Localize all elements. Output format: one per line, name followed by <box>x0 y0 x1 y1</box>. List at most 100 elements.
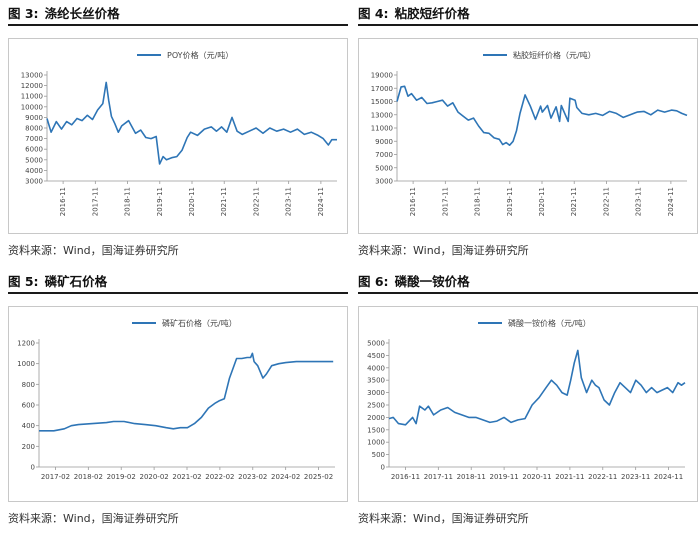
panel-fig4: 图 4: 粘胶短纤价格 粘胶短纤价格（元/吨） 3000 5000 7000 9000 11… <box>358 4 698 266</box>
x-tick-label: 2017-11 <box>91 187 99 216</box>
figure-title: 粘胶短纤价格 <box>394 6 470 21</box>
panel-header: 图 4: 粘胶短纤价格 <box>358 4 698 26</box>
x-tick-label: 2022-11 <box>602 187 610 216</box>
series-line <box>39 352 334 432</box>
y-tick-label: 12000 <box>21 82 43 90</box>
x-tick-label: 2016-11 <box>409 187 417 216</box>
y-tick-label: 5000 <box>367 340 385 348</box>
y-tick-label: 11000 <box>371 125 393 133</box>
y-tick-label: 7000 <box>375 151 393 159</box>
y-tick-label: 800 <box>22 381 35 389</box>
series-line <box>46 81 337 165</box>
x-tick-label: 2019-02 <box>107 473 136 481</box>
y-tick-label: 9000 <box>25 114 43 122</box>
x-tick-label: 2022-11 <box>588 473 617 481</box>
legend-label: 磷矿石价格（元/吨） <box>162 318 237 328</box>
y-tick-label: 10000 <box>21 103 43 111</box>
figure-number: 图 3: <box>8 6 39 21</box>
panel-header: 图 3: 涤纶长丝价格 <box>8 4 348 26</box>
x-tick-label: 2023-02 <box>238 473 267 481</box>
x-tick-label: 2020-11 <box>538 187 546 216</box>
y-tick-label: 7000 <box>25 135 43 143</box>
line-chart: POY价格（元/吨） 3000 4000 5000 6000 7000 8000 9000 10… <box>21 50 337 216</box>
y-tick-label: 4000 <box>367 364 385 372</box>
y-tick-label: 6000 <box>25 146 43 154</box>
legend-label: 磷酸一铵价格（元/吨） <box>508 318 591 328</box>
legend-label: 粘胶短纤价格（元/吨） <box>513 50 596 60</box>
x-tick-label: 2016-11 <box>59 187 67 216</box>
y-tick-label: 13000 <box>371 111 393 119</box>
x-tick-label: 2019-11 <box>489 473 518 481</box>
x-tick-label: 2024-11 <box>667 187 675 216</box>
x-tick-label: 2024-11 <box>317 187 325 216</box>
y-tick-label: 2500 <box>367 402 385 410</box>
panel-fig3: 图 3: 涤纶长丝价格 POY价格（元/吨） 3000 4000 5000 6000 700… <box>8 4 348 266</box>
panel-header: 图 6: 磷酸一铵价格 <box>358 272 698 294</box>
line-chart: 磷矿石价格（元/吨） 0 200 400 600 800 1000 1200 2017-02 20… <box>17 318 335 481</box>
series-line <box>388 349 686 426</box>
x-tick-label: 2025-02 <box>304 473 333 481</box>
figure-number: 图 6: <box>358 274 389 289</box>
x-tick-label: 2017-11 <box>424 473 453 481</box>
x-tick-label: 2016-11 <box>391 473 420 481</box>
legend-label: POY价格（元/吨） <box>167 50 233 60</box>
x-tick-label: 2018-11 <box>474 187 482 216</box>
x-tick-label: 2021-11 <box>555 473 584 481</box>
x-tick-label: 2018-11 <box>457 473 486 481</box>
figure-title: 涤纶长丝价格 <box>44 6 120 21</box>
chart-box: 磷矿石价格（元/吨） 0 200 400 600 800 1000 1200 2017-02 20… <box>8 306 348 502</box>
y-tick-label: 17000 <box>371 85 393 93</box>
x-tick-label: 2020-11 <box>188 187 196 216</box>
y-tick-label: 1200 <box>17 340 35 348</box>
y-tick-label: 2000 <box>367 414 385 422</box>
series-line <box>396 85 688 146</box>
x-tick-label: 2024-11 <box>654 473 683 481</box>
source-note: 资料来源：Wind，国海证券研究所 <box>8 244 179 257</box>
x-tick-label: 2017-02 <box>41 473 70 481</box>
x-tick-label: 2023-11 <box>635 187 643 216</box>
y-tick-label: 15000 <box>371 98 393 106</box>
x-tick-label: 2022-11 <box>252 187 260 216</box>
y-tick-label: 500 <box>372 451 385 459</box>
figure-number: 图 5: <box>8 274 39 289</box>
y-tick-label: 600 <box>22 402 35 410</box>
x-tick-label: 2021-02 <box>172 473 201 481</box>
x-tick-label: 2020-11 <box>522 473 551 481</box>
y-tick-label: 3000 <box>375 178 393 186</box>
figure-title: 磷酸一铵价格 <box>394 274 470 289</box>
y-tick-label: 200 <box>22 443 35 451</box>
x-tick-label: 2022-02 <box>205 473 234 481</box>
x-tick-label: 2018-02 <box>74 473 103 481</box>
x-tick-label: 2018-11 <box>124 187 132 216</box>
y-tick-label: 0 <box>381 464 385 472</box>
x-tick-label: 2021-11 <box>220 187 228 216</box>
x-tick-label: 2020-02 <box>139 473 168 481</box>
figure-title: 磷矿石价格 <box>44 274 108 289</box>
line-chart: 磷酸一铵价格（元/吨） 0 500 1000 1500 2000 2500 3000 3500 4… <box>367 318 686 481</box>
y-tick-label: 19000 <box>371 72 393 80</box>
y-tick-label: 4500 <box>367 352 385 360</box>
y-tick-label: 1000 <box>17 360 35 368</box>
y-tick-label: 1000 <box>367 439 385 447</box>
y-tick-label: 8000 <box>25 125 43 133</box>
y-tick-label: 4000 <box>25 167 43 175</box>
y-tick-label: 0 <box>31 464 35 472</box>
y-tick-label: 5000 <box>375 164 393 172</box>
chart-box: POY价格（元/吨） 3000 4000 5000 6000 7000 8000 9000 10… <box>8 38 348 234</box>
y-tick-label: 1500 <box>367 426 385 434</box>
x-tick-label: 2023-11 <box>621 473 650 481</box>
y-tick-label: 3000 <box>25 178 43 186</box>
y-tick-label: 5000 <box>25 156 43 164</box>
panel-fig6: 图 6: 磷酸一铵价格 磷酸一铵价格（元/吨） 0 500 1000 1500 2000 25… <box>358 272 698 534</box>
x-tick-label: 2021-11 <box>570 187 578 216</box>
x-tick-label: 2019-11 <box>156 187 164 216</box>
figure-number: 图 4: <box>358 6 389 21</box>
x-tick-label: 2017-11 <box>441 187 449 216</box>
x-tick-label: 2024-02 <box>271 473 300 481</box>
source-note: 资料来源：Wind，国海证券研究所 <box>358 512 529 525</box>
y-tick-label: 3000 <box>367 389 385 397</box>
panel-fig5: 图 5: 磷矿石价格 磷矿石价格（元/吨） 0 200 400 600 800 1000 120… <box>8 272 348 534</box>
y-tick-label: 400 <box>22 422 35 430</box>
panel-header: 图 5: 磷矿石价格 <box>8 272 348 294</box>
y-tick-label: 9000 <box>375 138 393 146</box>
